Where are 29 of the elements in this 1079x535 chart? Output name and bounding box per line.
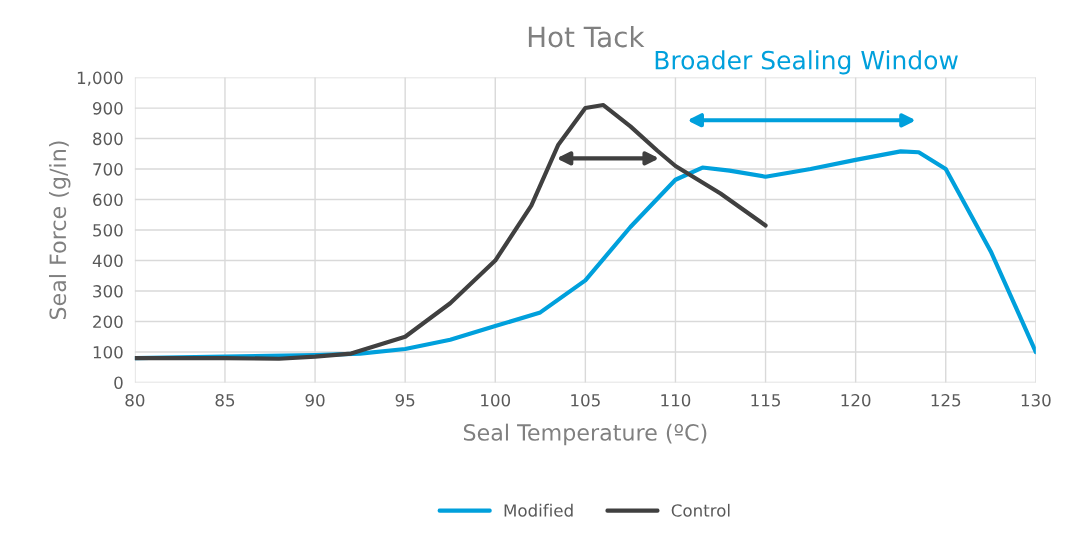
x-tick-label: 120 xyxy=(841,393,871,407)
x-tick-label: 130 xyxy=(1021,393,1051,407)
y-tick-label: 0 xyxy=(114,376,123,390)
y-tick-label: 800 xyxy=(93,132,123,146)
x-axis-title: Seal Temperature (ºC) xyxy=(463,423,707,446)
y-tick-label: 100 xyxy=(93,345,123,359)
x-tick-label: 90 xyxy=(305,393,325,407)
x-tick-label: 80 xyxy=(125,393,145,407)
legend-label: Modified xyxy=(504,503,573,517)
y-tick-label: 300 xyxy=(93,285,123,298)
x-tick-label: 105 xyxy=(571,393,600,407)
x-tick-label: 125 xyxy=(931,393,961,407)
y-tick-label: 600 xyxy=(93,193,123,207)
x-tick-label: 100 xyxy=(481,393,511,407)
x-tick-label: 95 xyxy=(395,393,415,407)
y-tick-label: 400 xyxy=(92,254,123,268)
x-tick-label: 115 xyxy=(751,394,780,407)
line-series xyxy=(134,102,768,361)
chart-title: Hot Tack xyxy=(528,25,645,48)
text: Broader Sealing Window xyxy=(655,50,958,75)
x-tick-label: 110 xyxy=(661,393,691,407)
y-axis-title: Seal Force (g/in) xyxy=(48,141,71,320)
x-tick-label: 85 xyxy=(215,393,235,407)
y-tick-label: 1,000 xyxy=(77,71,123,86)
y-tick-label: 700 xyxy=(93,163,123,176)
legend-label: Control xyxy=(671,503,730,517)
y-tick-label: 900 xyxy=(93,102,123,115)
y-tick-label: 500 xyxy=(93,224,123,237)
y-tick-label: 200 xyxy=(93,315,123,329)
